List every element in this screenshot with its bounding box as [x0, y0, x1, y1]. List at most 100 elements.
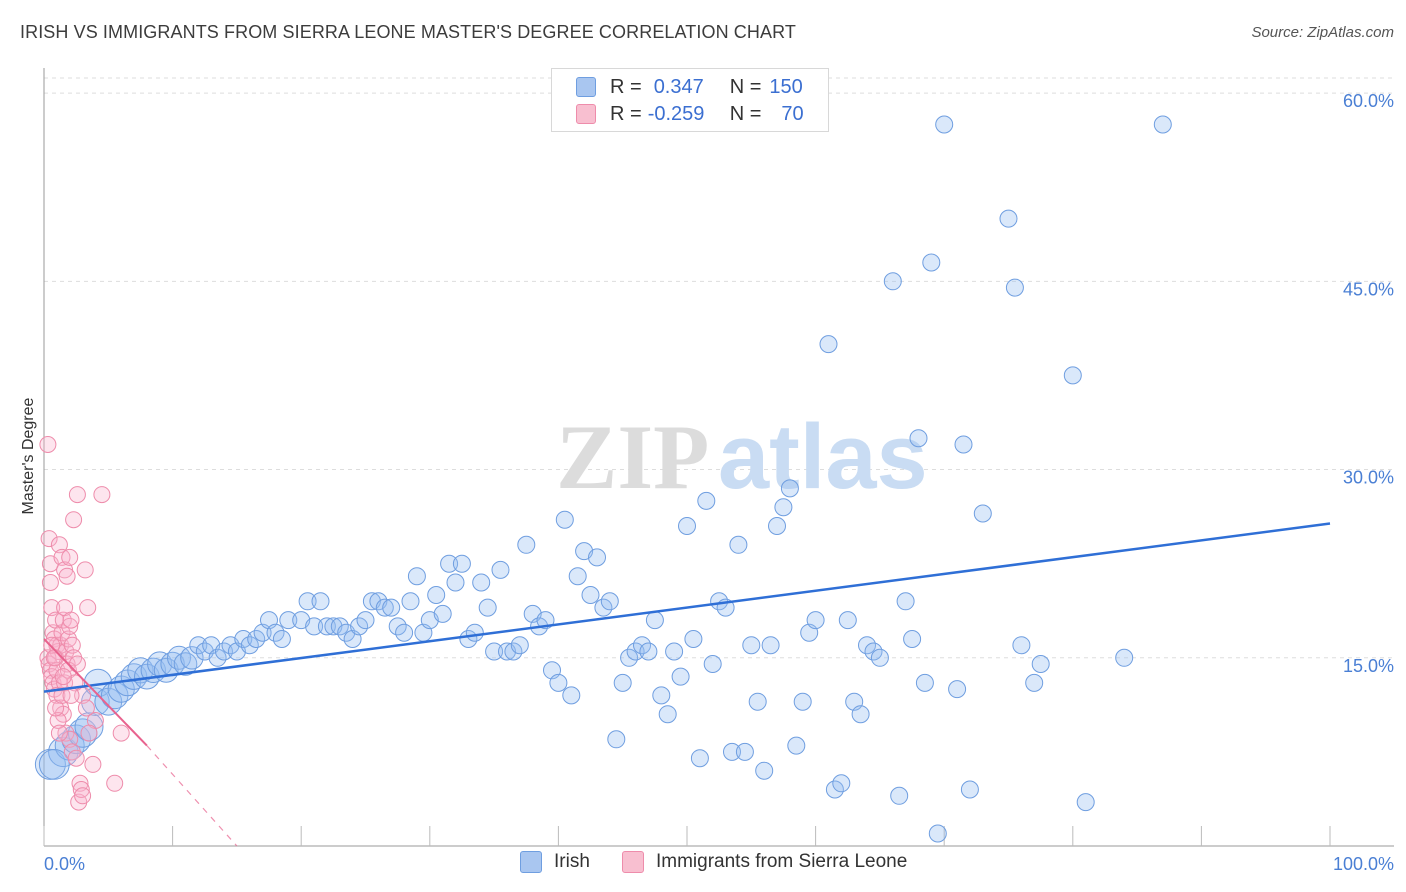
sierra-leone-point-51 — [80, 724, 98, 742]
irish-point-21 — [180, 646, 204, 670]
irish-point-104 — [723, 742, 741, 761]
sierra-leone-point-28 — [63, 636, 81, 654]
sierra-leone-point-0 — [39, 436, 57, 453]
irish-point-26 — [215, 642, 233, 661]
irish-point-118 — [819, 335, 838, 354]
series-legend-swatch-sierra-leone — [622, 851, 644, 873]
irish-point-80 — [568, 567, 587, 586]
y-tick-label-15: 15.0% — [1343, 656, 1394, 676]
irish-point-38 — [298, 592, 317, 611]
sierra-leone-point-34 — [61, 548, 79, 566]
irish-point-131 — [909, 429, 928, 448]
sierra-leone-point-38 — [79, 599, 97, 617]
series-legend-sierra-leone[interactable]: Immigrants from Sierra Leone — [622, 851, 907, 873]
sierra-leone-point-54 — [106, 774, 124, 792]
y-axis-title: Master's Degree — [20, 397, 37, 514]
irish-point-47 — [356, 611, 375, 630]
irish-point-115 — [793, 692, 812, 711]
irish-point-92 — [645, 611, 664, 630]
irish-point-36 — [279, 611, 298, 630]
sierra-leone-point-68 — [50, 724, 68, 742]
sierra-leone-point-64 — [77, 699, 95, 717]
irish-point-53 — [395, 623, 414, 642]
axes — [43, 68, 1394, 847]
irish-point-50 — [375, 598, 394, 617]
irish-point-144 — [1031, 655, 1050, 673]
irish-point-136 — [948, 680, 967, 699]
sierra-leone-point-55 — [112, 724, 130, 742]
irish-point-64 — [465, 623, 484, 642]
irish-point-78 — [555, 510, 574, 529]
irish-point-79 — [562, 686, 581, 705]
sierra-leone-point-65 — [43, 636, 61, 654]
irish-point-0 — [34, 748, 66, 780]
irish-point-51 — [382, 598, 401, 617]
irish-point-108 — [748, 692, 767, 711]
irish-point-71 — [510, 636, 529, 655]
series-legend-swatch-irish — [520, 851, 542, 873]
irish-point-98 — [684, 630, 703, 648]
irish-point-85 — [600, 592, 619, 611]
x-ticks — [43, 826, 1331, 846]
irish-point-58 — [427, 586, 446, 604]
irish-point-130 — [903, 630, 922, 648]
irish-point-101 — [703, 655, 722, 673]
irish-point-39 — [305, 617, 324, 636]
watermark-atlas: atlas — [718, 406, 928, 508]
irish-point-148 — [1153, 115, 1172, 134]
sierra-leone-point-33 — [58, 567, 76, 585]
irish-point-88 — [620, 648, 639, 667]
irish-point-137 — [954, 435, 973, 454]
irish-point-128 — [890, 786, 909, 805]
legend-n-value-irish: 150 — [769, 75, 803, 98]
irish-point-127 — [883, 272, 902, 291]
legend-row-sierra-leone: R = -0.259 N = 70 — [576, 102, 804, 126]
irish-point-19 — [167, 645, 191, 670]
irish-point-147 — [1115, 648, 1134, 667]
irish-point-41 — [317, 617, 336, 636]
legend-n-label: N = — [729, 102, 762, 125]
sierra-leone-point-36 — [68, 486, 86, 504]
irish-point-134 — [928, 824, 947, 843]
sierra-leone-point-52 — [84, 755, 102, 773]
y-tick-label-45: 45.0% — [1343, 279, 1394, 299]
irish-point-99 — [690, 749, 709, 768]
trend-lines — [43, 522, 1331, 847]
irish-point-105 — [729, 535, 748, 554]
irish-point-96 — [671, 667, 690, 686]
irish-point-141 — [1005, 278, 1024, 297]
series-irish — [34, 115, 1172, 843]
irish-point-140 — [999, 209, 1018, 228]
sierra-leone-point-53 — [93, 486, 111, 504]
irish-point-138 — [960, 780, 979, 799]
sierra-leone-point-4 — [43, 599, 61, 617]
irish-point-145 — [1063, 366, 1082, 385]
legend-row-irish: R = 0.347 N = 150 — [576, 75, 803, 99]
irish-point-95 — [665, 642, 684, 661]
legend-swatch-sierra-leone — [576, 104, 596, 124]
irish-point-109 — [755, 761, 774, 780]
y-tick-labels: 15.0% 30.0% 45.0% 60.0% — [1343, 91, 1394, 676]
series-legend: Irish Immigrants from Sierra Leone — [0, 851, 1406, 877]
irish-point-117 — [806, 611, 825, 630]
irish-point-106 — [735, 742, 754, 761]
sierra-leone-point-35 — [65, 511, 83, 529]
y-tick-label-60: 60.0% — [1343, 91, 1394, 111]
sierra-leone-point-5 — [44, 624, 62, 642]
irish-point-107 — [742, 636, 761, 655]
sierra-leone-point-47 — [71, 774, 89, 792]
sierra-leone-point-44 — [61, 730, 79, 748]
irish-point-61 — [446, 573, 465, 592]
legend-swatch-irish — [576, 77, 596, 97]
irish-point-120 — [832, 774, 851, 793]
trend-line-irish — [43, 522, 1331, 693]
legend-r-value-sierra-leone: -0.259 — [647, 102, 705, 125]
irish-point-123 — [851, 705, 870, 724]
irish-point-126 — [870, 648, 889, 667]
irish-point-59 — [433, 604, 452, 623]
irish-point-55 — [407, 567, 426, 586]
series-legend-irish[interactable]: Irish — [520, 851, 590, 873]
irish-point-54 — [401, 592, 420, 611]
sierra-leone-point-2 — [41, 574, 59, 591]
